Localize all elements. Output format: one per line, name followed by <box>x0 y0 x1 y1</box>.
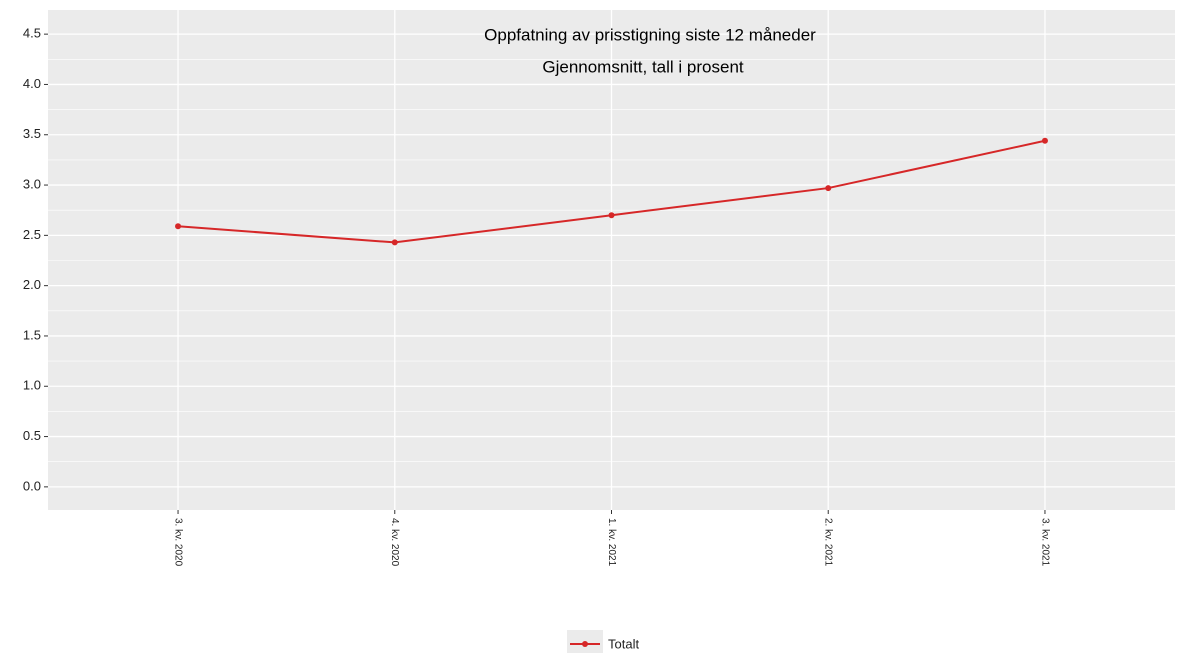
point <box>175 223 182 230</box>
legend-point <box>582 641 588 647</box>
grid <box>48 10 1175 510</box>
point <box>391 239 398 246</box>
x-tick-label: 3. kv. 2020 <box>172 518 183 567</box>
chart-title: Oppfatning av prisstigning siste 12 måne… <box>484 25 816 44</box>
y-tick-label: 1.5 <box>23 327 41 342</box>
y-tick-label: 4.0 <box>23 76 41 91</box>
y-tick-label: 1.0 <box>23 378 41 393</box>
y-tick-label: 0.5 <box>23 428 41 443</box>
y-tick-label: 0.0 <box>23 478 41 493</box>
x-tick-label: 3. kv. 2021 <box>1039 518 1050 567</box>
y-tick-label: 2.0 <box>23 277 41 292</box>
y-tick-label: 3.5 <box>23 126 41 141</box>
chart-subtitle: Gjennomsnitt, tall i prosent <box>542 57 744 76</box>
x-tick-label: 2. kv. 2021 <box>823 518 834 567</box>
x-tick-label: 1. kv. 2021 <box>606 518 617 567</box>
y-tick-label: 2.5 <box>23 227 41 242</box>
legend-label: Totalt <box>608 636 639 651</box>
point <box>608 212 615 219</box>
y-tick-label: 4.5 <box>23 26 41 41</box>
y-tick-label: 3.0 <box>23 176 41 191</box>
x-tick-label: 4. kv. 2020 <box>389 518 400 567</box>
point <box>825 185 832 192</box>
point <box>1041 137 1048 144</box>
